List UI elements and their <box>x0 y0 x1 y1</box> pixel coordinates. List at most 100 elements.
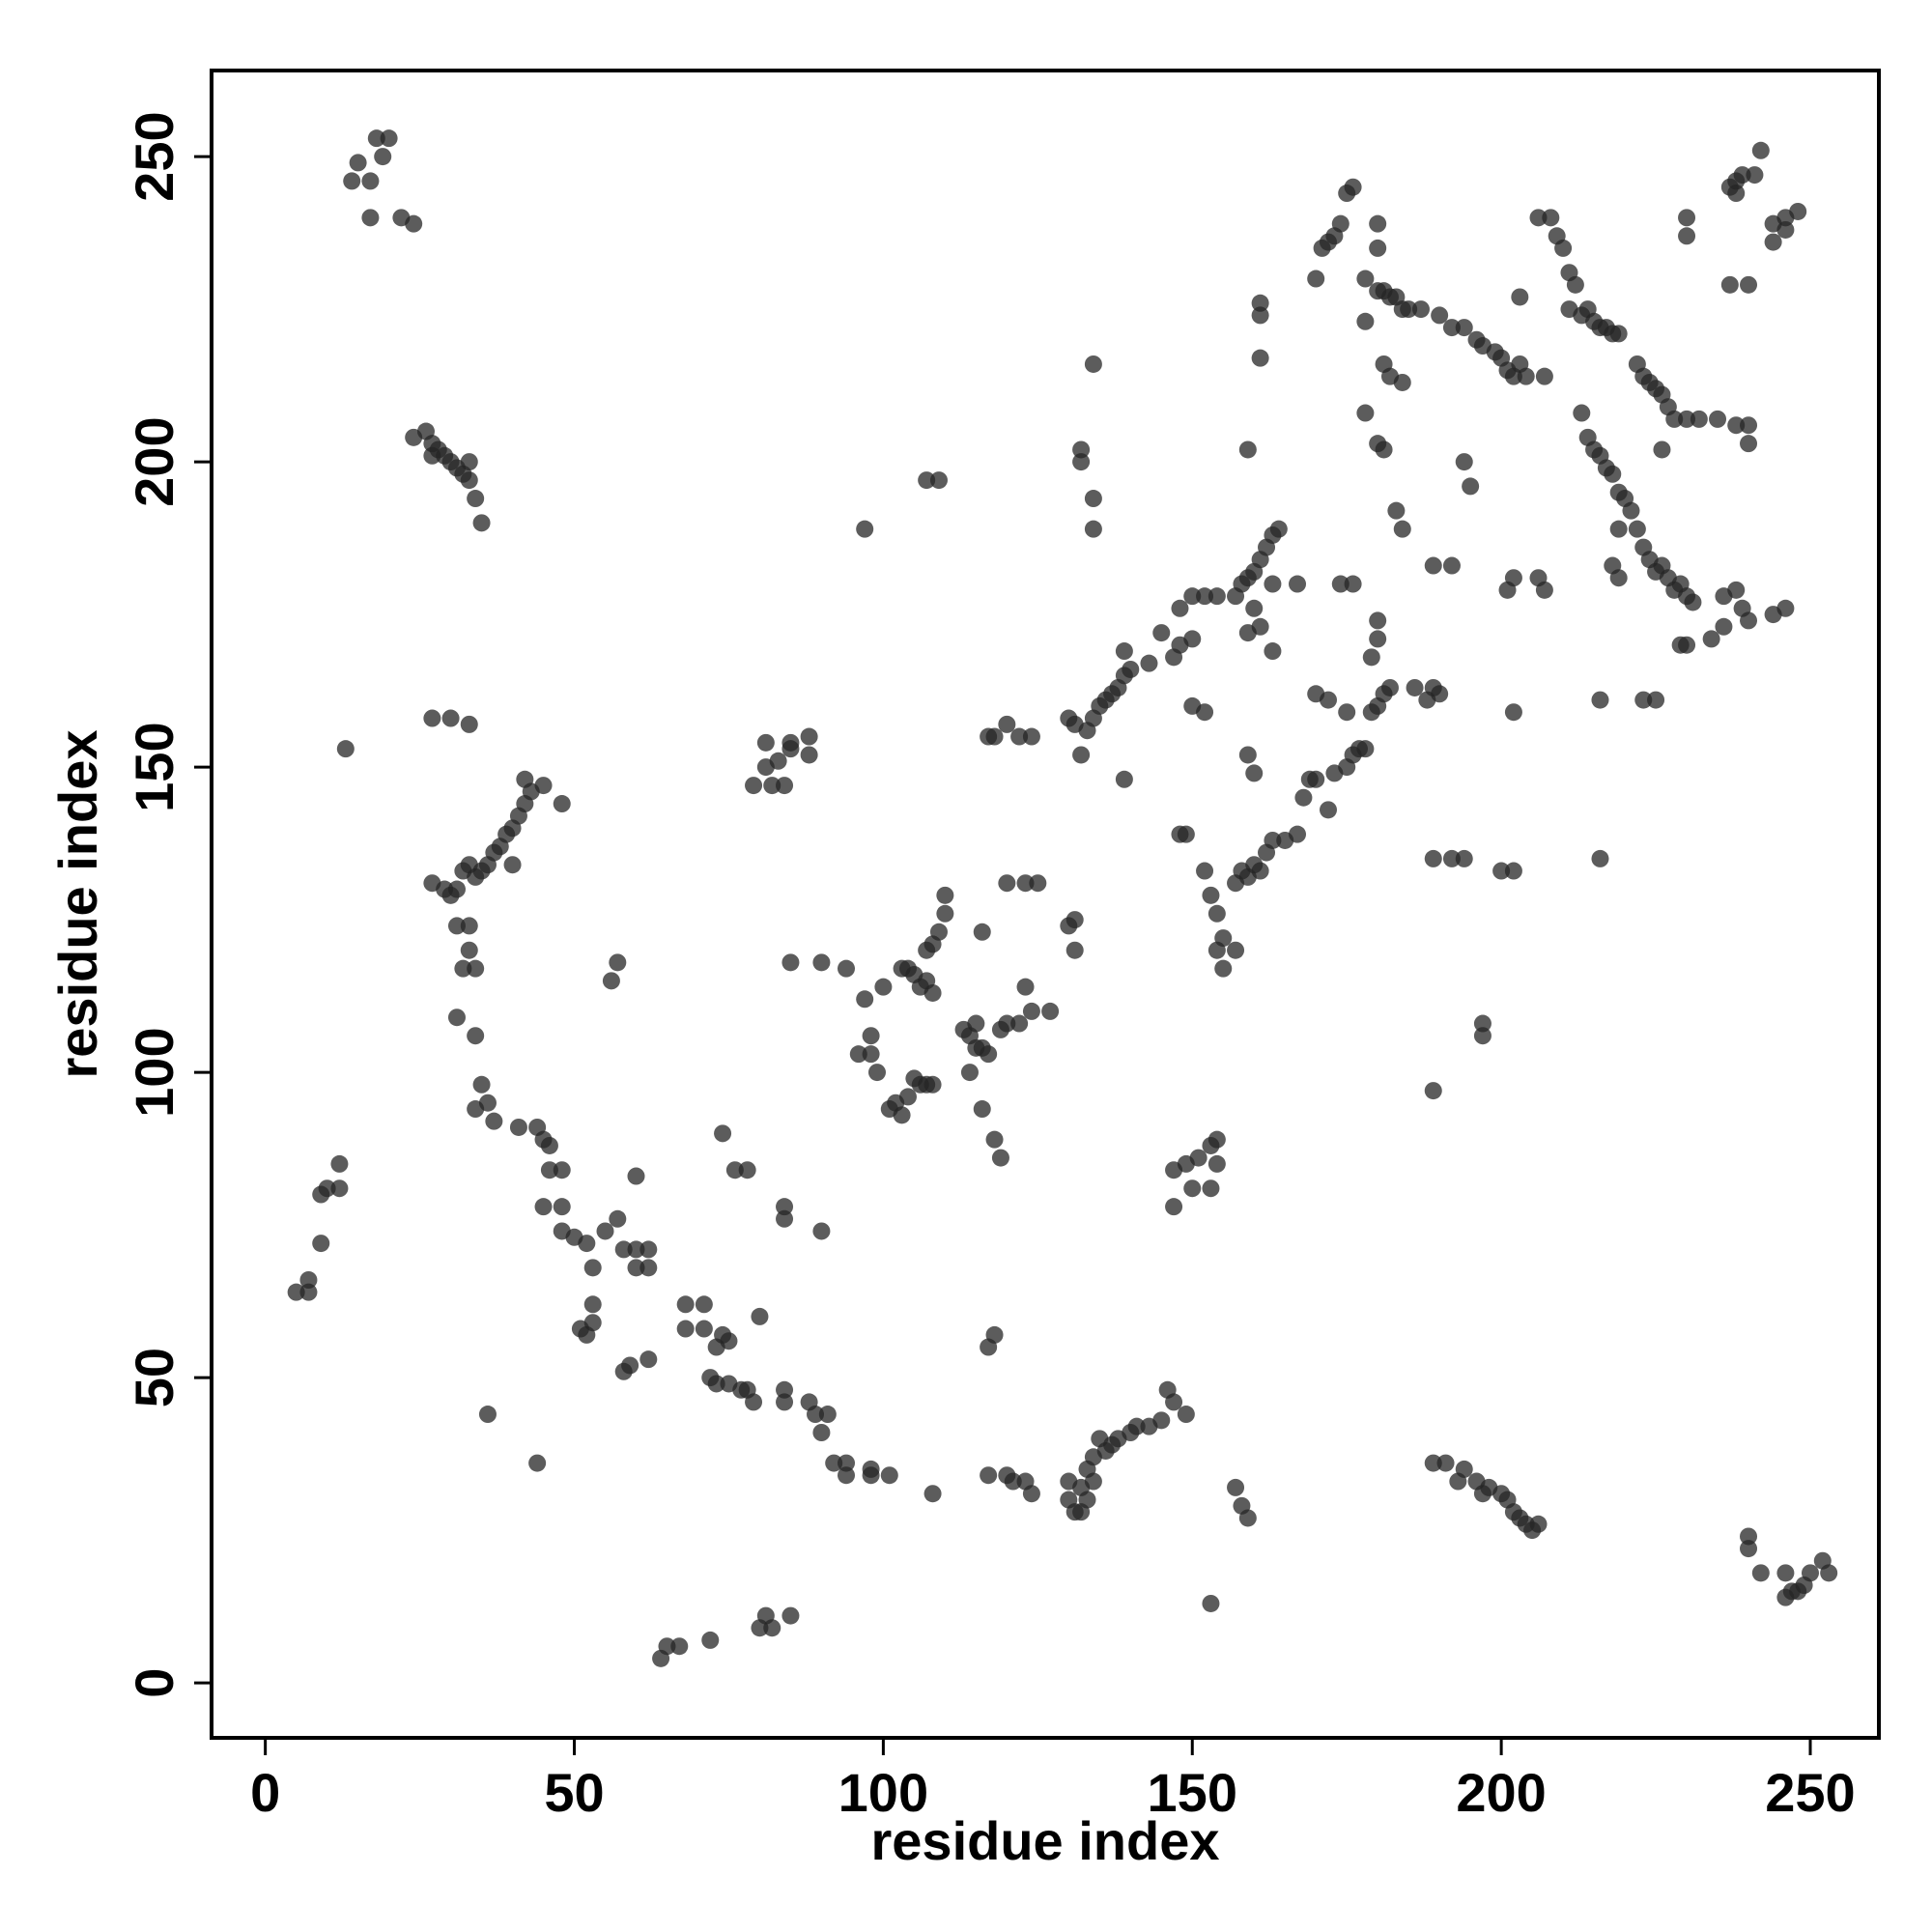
point <box>1010 727 1029 746</box>
point <box>1436 1454 1455 1472</box>
point <box>578 1235 596 1253</box>
point <box>1727 416 1746 435</box>
x-tick-label: 150 <box>1148 1762 1237 1823</box>
point <box>299 1270 318 1289</box>
point <box>1776 220 1795 239</box>
point <box>707 1375 725 1393</box>
point <box>596 1222 614 1240</box>
point <box>1177 1406 1195 1424</box>
point <box>1604 465 1622 483</box>
point <box>1720 275 1739 294</box>
point <box>1344 575 1362 593</box>
point <box>1065 941 1084 959</box>
point <box>361 172 380 190</box>
x-tick-label: 250 <box>1765 1762 1855 1823</box>
point <box>1319 801 1337 819</box>
point <box>973 1100 991 1119</box>
y-tick-label: 0 <box>124 1668 185 1698</box>
point <box>1473 1027 1492 1045</box>
point <box>676 1320 695 1338</box>
point <box>1751 1564 1770 1582</box>
point <box>1628 520 1646 538</box>
point <box>1462 477 1480 496</box>
point <box>1208 587 1226 606</box>
point <box>1406 678 1424 696</box>
point <box>503 856 522 874</box>
x-tick-label: 200 <box>1456 1762 1546 1823</box>
point <box>1369 239 1387 257</box>
point <box>1238 440 1257 459</box>
point <box>1165 1198 1183 1216</box>
point <box>1455 453 1473 471</box>
point <box>330 1154 349 1173</box>
point <box>639 1240 658 1259</box>
point <box>807 1406 825 1424</box>
point <box>1424 1082 1442 1100</box>
point <box>923 1485 942 1503</box>
point <box>856 520 874 538</box>
point <box>467 490 485 508</box>
point <box>1684 593 1702 611</box>
point <box>880 1466 898 1485</box>
point <box>985 727 1004 746</box>
point <box>1369 630 1387 648</box>
point <box>1238 746 1257 764</box>
point <box>1455 849 1473 867</box>
point <box>1115 770 1133 788</box>
point <box>374 148 392 166</box>
point <box>509 1118 527 1136</box>
point <box>1196 587 1214 606</box>
point <box>1208 1130 1226 1149</box>
point <box>1678 227 1696 245</box>
point <box>1264 831 1282 849</box>
point <box>534 1198 553 1216</box>
point <box>1152 624 1171 642</box>
point <box>1022 1485 1040 1503</box>
point <box>769 752 787 770</box>
point <box>423 446 441 465</box>
point <box>714 1124 732 1143</box>
point <box>516 770 534 788</box>
point <box>1183 630 1202 648</box>
point <box>862 1466 880 1485</box>
x-tick-label: 50 <box>544 1762 604 1823</box>
point <box>330 1179 349 1198</box>
point <box>776 1380 794 1399</box>
point <box>1196 862 1214 880</box>
point <box>485 1112 503 1130</box>
point <box>1078 1491 1096 1509</box>
point <box>287 1283 305 1301</box>
point <box>1751 141 1770 159</box>
point <box>1165 1393 1183 1411</box>
point <box>614 1240 633 1259</box>
point <box>1609 569 1628 587</box>
point <box>447 880 466 898</box>
point <box>701 1631 720 1649</box>
point <box>1214 959 1233 978</box>
point <box>1245 599 1264 617</box>
x-tick-label: 100 <box>838 1762 928 1823</box>
point <box>781 1606 800 1625</box>
point <box>1393 520 1411 538</box>
point <box>838 1454 856 1472</box>
point <box>1251 294 1269 312</box>
point <box>441 709 460 727</box>
point <box>1715 617 1733 636</box>
point <box>1411 300 1430 319</box>
point <box>336 740 355 758</box>
point <box>1202 1594 1220 1612</box>
point <box>1010 1014 1029 1033</box>
x-axis-label: residue index <box>870 1810 1219 1871</box>
y-tick-label: 50 <box>124 1348 185 1407</box>
y-tick-label: 250 <box>124 111 185 201</box>
point <box>1072 453 1091 471</box>
point <box>1424 556 1442 575</box>
point <box>862 1045 880 1064</box>
point <box>720 1332 738 1350</box>
point <box>1529 209 1548 227</box>
point <box>534 777 553 795</box>
point <box>627 1240 645 1259</box>
point <box>867 1064 886 1082</box>
point <box>1380 678 1399 696</box>
